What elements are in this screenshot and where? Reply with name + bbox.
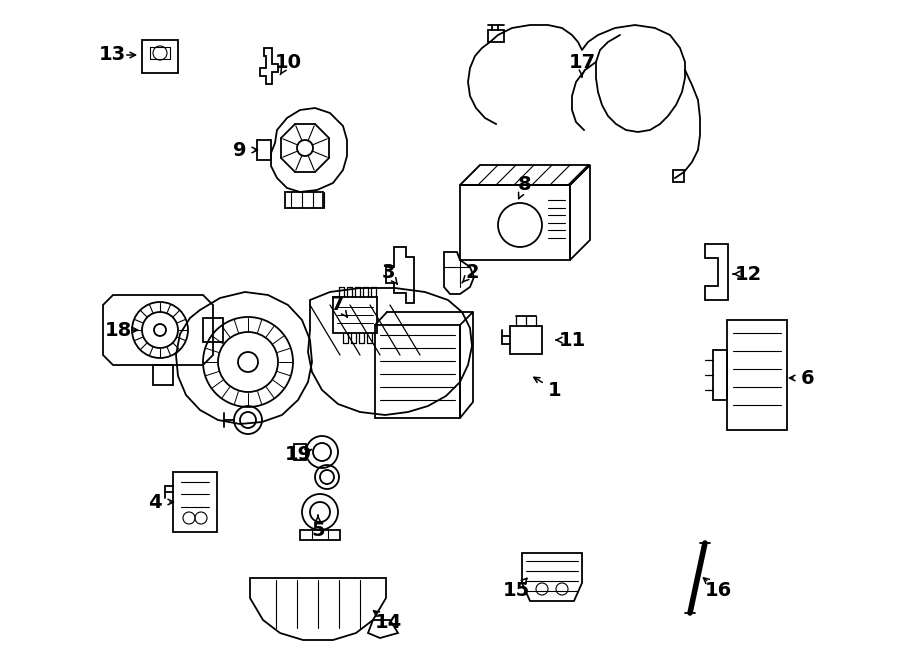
Text: 2: 2 [465,262,479,282]
Text: 17: 17 [569,52,596,71]
Text: 3: 3 [382,262,395,282]
Text: 8: 8 [518,176,532,194]
Text: 5: 5 [311,520,325,539]
Text: 13: 13 [98,46,126,65]
Text: 18: 18 [104,321,131,340]
Text: 1: 1 [548,381,562,399]
Text: 16: 16 [705,580,732,600]
Text: 6: 6 [801,368,814,387]
Text: 11: 11 [558,330,586,350]
Text: 10: 10 [274,52,302,71]
Text: 12: 12 [734,264,761,284]
Text: 14: 14 [374,613,401,631]
Text: 4: 4 [148,492,162,512]
Text: 19: 19 [284,446,311,465]
Text: 7: 7 [331,295,345,315]
Text: 15: 15 [502,580,529,600]
Text: 9: 9 [233,141,247,159]
